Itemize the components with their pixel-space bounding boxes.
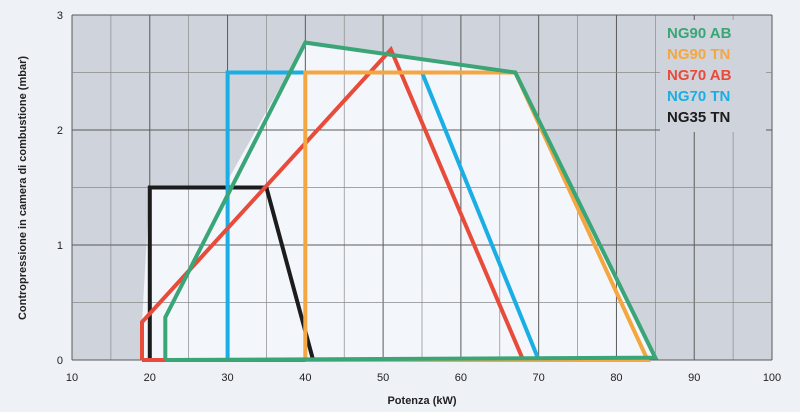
x-tick-label: 40 [299,372,311,384]
legend-item-ng90-tn: NG90 TN [667,46,730,63]
legend: NG90 AB NG90 TN NG70 AB NG70 TN NG35 TN [660,20,766,132]
x-axis-ticks: 10 20 30 40 50 60 70 80 90 100 [66,372,781,384]
series-line-ng90-ab [163,40,659,362]
y-axis-title: Contropressione in camera di combustione… [17,56,29,320]
y-tick-label: 0 [57,355,63,367]
x-tick-label: 80 [610,372,622,384]
y-tick-label: 1 [57,240,63,252]
x-tick-label: 60 [455,372,467,384]
legend-item-ng90-ab: NG90 AB [667,25,732,42]
legend-item-ng70-tn: NG70 TN [667,88,730,105]
legend-item-ng35-tn: NG35 TN [667,109,730,126]
x-tick-label: 10 [66,372,78,384]
x-tick-label: 50 [377,372,389,384]
x-tick-label: 20 [144,372,156,384]
envelope-fill [142,42,656,360]
legend-item-ng70-ab: NG70 AB [667,67,732,84]
y-tick-label: 2 [57,125,63,137]
x-axis-title: Potenza (kW) [387,395,456,407]
x-tick-label: 100 [763,372,781,384]
x-tick-label: 90 [688,372,700,384]
y-axis-ticks: 0 1 2 3 [57,10,63,367]
x-tick-label: 70 [533,372,545,384]
y-tick-label: 3 [57,10,63,22]
x-tick-label: 30 [221,372,233,384]
legend-box [660,20,766,132]
series-layer [140,40,659,362]
